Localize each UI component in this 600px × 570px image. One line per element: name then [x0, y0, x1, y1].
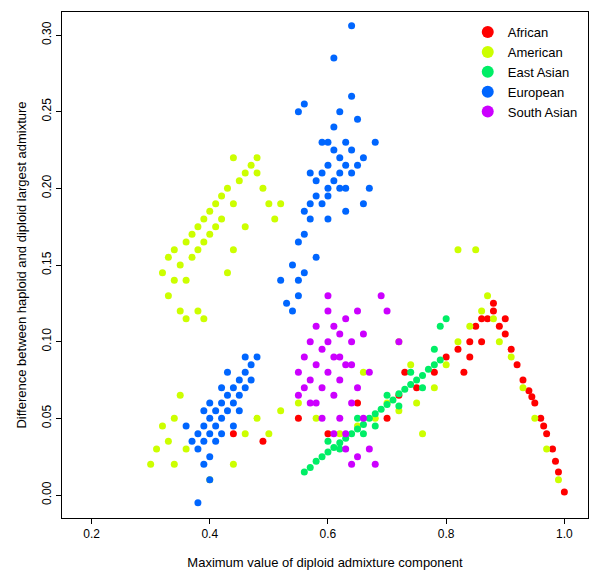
svg-text:0.8: 0.8 [438, 527, 455, 541]
svg-text:Difference between haploid and: Difference between haploid and diploid l… [14, 101, 29, 428]
svg-text:0.05: 0.05 [40, 405, 54, 429]
svg-text:0.25: 0.25 [40, 98, 54, 122]
svg-text:European: European [508, 85, 564, 100]
svg-text:0.6: 0.6 [320, 527, 337, 541]
svg-text:East Asian: East Asian [508, 65, 569, 80]
svg-text:0.20: 0.20 [40, 175, 54, 199]
svg-text:0.30: 0.30 [40, 21, 54, 45]
svg-text:Maximum value of diploid admix: Maximum value of diploid admixture compo… [187, 555, 463, 570]
svg-text:0.2: 0.2 [83, 527, 100, 541]
svg-text:South Asian: South Asian [508, 105, 577, 120]
svg-text:0.15: 0.15 [40, 251, 54, 275]
svg-text:0.00: 0.00 [40, 481, 54, 505]
svg-text:1.0: 1.0 [556, 527, 573, 541]
svg-text:0.10: 0.10 [40, 328, 54, 352]
svg-text:American: American [508, 45, 563, 60]
svg-text:0.4: 0.4 [201, 527, 218, 541]
svg-text:African: African [508, 25, 548, 40]
